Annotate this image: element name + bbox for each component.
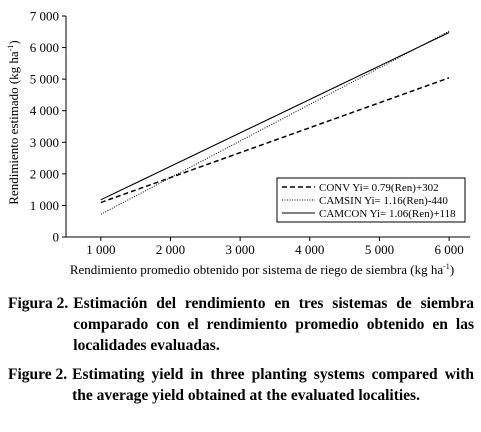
y-tick-label: 1 000 bbox=[30, 198, 59, 213]
caption-en-label: Figure 2. bbox=[8, 366, 68, 383]
y-axis-label: Rendimiento estimado (kg ha-1) bbox=[6, 40, 21, 204]
caption-english: Figure 2. Estimating yield in three plan… bbox=[8, 364, 474, 406]
y-axis-ticks: 0 1 000 2 000 3 000 4 000 5 000 6 000 7 000 bbox=[30, 9, 66, 245]
y-tick-label: 6 000 bbox=[30, 40, 59, 55]
legend-box bbox=[276, 177, 466, 223]
chart: 0 1 000 2 000 3 000 4 000 5 000 6 000 7 000 1 0… bbox=[6, 9, 470, 277]
series-line-2 bbox=[100, 31, 450, 201]
y-tick-label: 2 000 bbox=[30, 166, 59, 181]
x-tick-label: 5 000 bbox=[365, 242, 394, 257]
x-tick-label: 4 000 bbox=[295, 242, 324, 257]
series-lines bbox=[100, 30, 450, 215]
caption-en-text: Estimating yield in three planting syste… bbox=[72, 366, 474, 404]
caption-spanish: Figura 2. Estimación del rendimiento en … bbox=[8, 293, 474, 356]
legend-entry-label: CAMCON Yi= 1.06(Ren)+118 bbox=[319, 208, 456, 220]
x-tick-label: 2 000 bbox=[156, 242, 185, 257]
x-tick-label: 1 000 bbox=[86, 242, 115, 257]
y-tick-label: 4 000 bbox=[30, 103, 59, 118]
x-axis-ticks: 1 000 2 000 3 000 4 000 5 000 6 000 bbox=[86, 237, 464, 257]
legend-entry-label: CAMSIN Yi= 1.16(Ren)-440 bbox=[319, 195, 448, 207]
y-tick-label: 3 000 bbox=[30, 135, 59, 150]
series-line-1 bbox=[100, 30, 450, 215]
y-tick-label: 5 000 bbox=[30, 72, 59, 87]
y-tick-label: 0 bbox=[53, 230, 60, 245]
caption-es-label: Figura 2. bbox=[8, 295, 69, 312]
x-axis-label: Rendimiento promedio obtenido por sistem… bbox=[70, 262, 454, 277]
legend-entry-label: CONV Yi= 0.79(Ren)+302 bbox=[319, 182, 439, 194]
series-line-0 bbox=[100, 77, 450, 204]
x-tick-label: 3 000 bbox=[226, 242, 255, 257]
y-tick-label: 7 000 bbox=[30, 9, 59, 24]
x-tick-label: 6 000 bbox=[434, 242, 463, 257]
caption-es-text: Estimación del rendimiento en tres siste… bbox=[73, 295, 474, 354]
